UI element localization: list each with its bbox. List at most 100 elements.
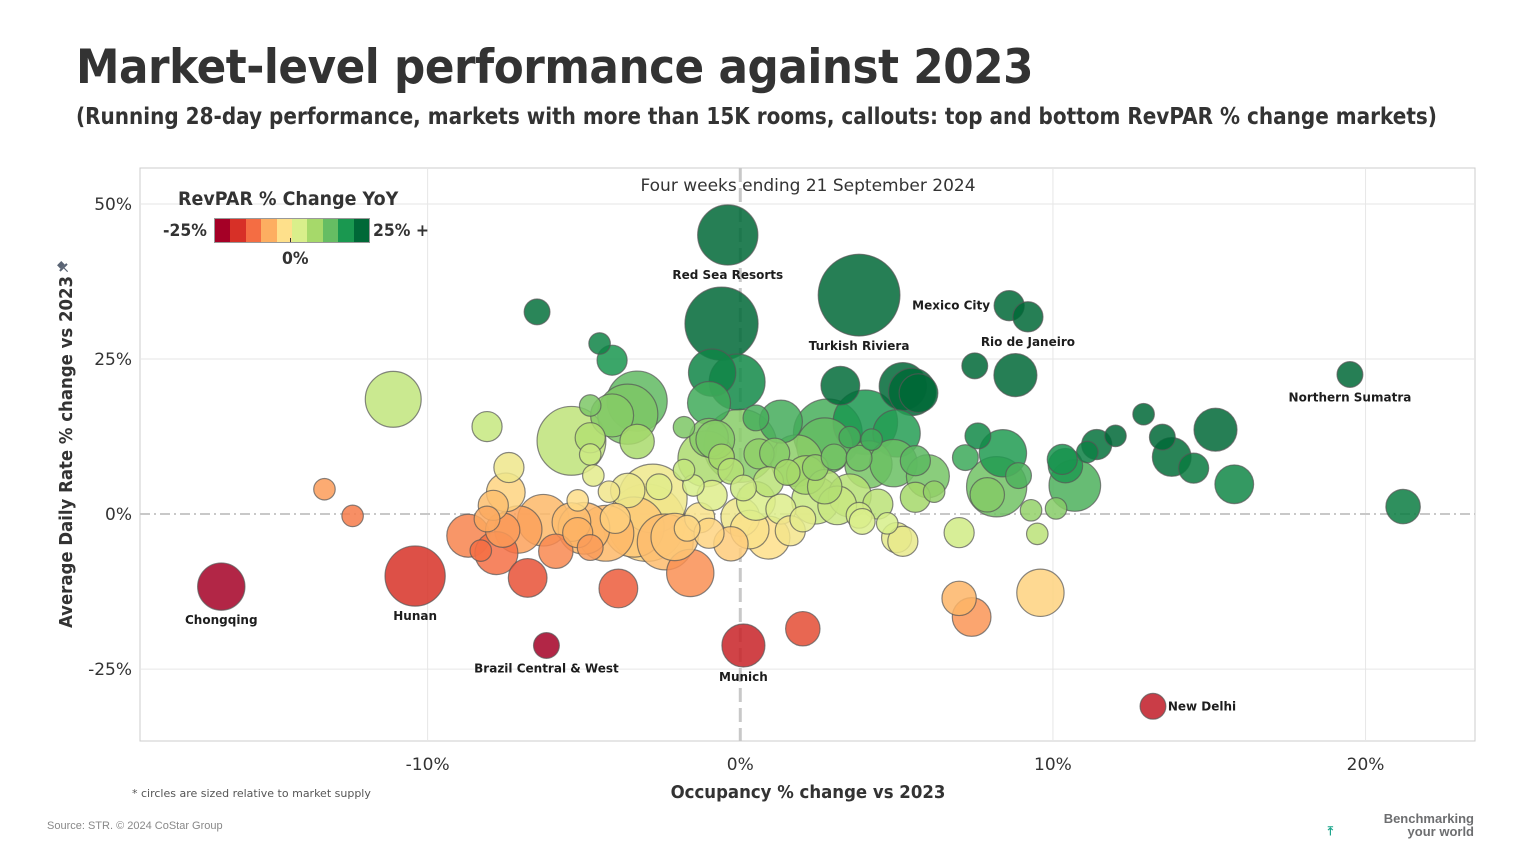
y-axis-ticks: 50% 25% 0% -25% xyxy=(88,195,132,680)
market-bubble[interactable] xyxy=(1214,464,1255,505)
market-bubble[interactable] xyxy=(1005,462,1033,490)
market-bubble-callout[interactable] xyxy=(1336,361,1364,389)
market-bubble-callout[interactable] xyxy=(721,623,766,668)
market-bubble[interactable] xyxy=(789,505,817,533)
grid-lines xyxy=(140,168,1475,741)
page-subtitle: (Running 28-day performance, markets wit… xyxy=(76,104,1437,130)
bubble-layer xyxy=(197,204,1421,720)
market-bubble[interactable] xyxy=(1177,452,1210,484)
market-bubble[interactable] xyxy=(1075,440,1099,464)
market-bubble[interactable] xyxy=(566,489,590,512)
market-bubble[interactable] xyxy=(619,423,655,460)
market-bubble-callout[interactable] xyxy=(384,545,446,607)
market-bubble[interactable] xyxy=(773,458,801,486)
market-bubble[interactable] xyxy=(922,480,946,504)
market-bubble[interactable] xyxy=(313,477,336,501)
market-bubble[interactable] xyxy=(742,404,770,432)
market-bubble-callout[interactable] xyxy=(817,253,901,337)
pin-icon[interactable] xyxy=(56,260,72,276)
legend-swatch xyxy=(230,219,246,242)
legend-mid-label: 0% xyxy=(282,249,309,269)
market-bubble-callout[interactable] xyxy=(1012,301,1044,333)
market-bubble[interactable] xyxy=(993,353,1038,398)
market-bubble[interactable] xyxy=(964,422,992,450)
legend-color-scale xyxy=(214,218,370,243)
market-bubble[interactable] xyxy=(473,505,501,533)
market-bubble[interactable] xyxy=(785,610,821,647)
market-bubble[interactable] xyxy=(898,373,939,414)
market-bubble[interactable] xyxy=(941,580,977,617)
legend-swatch xyxy=(276,219,293,242)
market-bubble[interactable] xyxy=(820,443,848,471)
market-bubble-callout[interactable] xyxy=(197,562,246,611)
market-bubble[interactable] xyxy=(599,502,631,535)
market-bubble-callout[interactable] xyxy=(1139,692,1167,720)
legend-title: RevPAR % Change YoY xyxy=(178,188,399,210)
market-bubble[interactable] xyxy=(1193,407,1238,452)
market-bubble[interactable] xyxy=(820,365,861,406)
legend-swatch xyxy=(322,219,339,242)
y-tick-label: -25% xyxy=(88,660,132,680)
market-bubble[interactable] xyxy=(684,286,759,361)
y-tick-label: 0% xyxy=(105,505,132,525)
brand-logo: Benchmarking ⤒ your world xyxy=(1328,811,1474,839)
market-bubble[interactable] xyxy=(1025,522,1049,546)
market-bubble[interactable] xyxy=(673,514,701,542)
market-bubble-callout[interactable] xyxy=(697,204,759,266)
callout-label: Hunan xyxy=(393,609,437,623)
callout-label: Turkish Riviera xyxy=(809,339,910,353)
market-bubble[interactable] xyxy=(860,428,883,451)
market-bubble[interactable] xyxy=(1044,497,1068,520)
market-bubble-callout[interactable] xyxy=(532,631,560,659)
market-bubble[interactable] xyxy=(597,480,621,504)
market-bubble[interactable] xyxy=(1385,488,1421,525)
market-bubble[interactable] xyxy=(1148,423,1176,451)
market-bubble[interactable] xyxy=(588,332,611,355)
brand-line-2: your world xyxy=(1407,824,1474,839)
market-bubble[interactable] xyxy=(469,539,493,562)
legend-swatch xyxy=(338,219,354,242)
market-bubble[interactable] xyxy=(1132,402,1155,426)
market-bubble[interactable] xyxy=(961,352,989,380)
callout-labels: Red Sea Resorts Turkish Riviera Mexico Cit… xyxy=(185,268,1411,713)
market-bubble[interactable] xyxy=(838,425,862,449)
market-bubble[interactable] xyxy=(581,464,605,487)
callout-label: Northern Sumatra xyxy=(1289,390,1412,404)
market-bubble[interactable] xyxy=(364,370,422,428)
market-bubble[interactable] xyxy=(943,516,975,549)
market-bubble[interactable] xyxy=(1046,443,1078,476)
market-bubble[interactable] xyxy=(523,298,551,326)
callout-label: Red Sea Resorts xyxy=(672,268,783,282)
legend-swatch xyxy=(261,219,277,242)
market-bubble[interactable] xyxy=(969,477,1006,513)
market-bubble[interactable] xyxy=(471,410,503,443)
market-bubble[interactable] xyxy=(729,474,757,502)
callout-label: Chongqing xyxy=(185,613,258,627)
market-bubble[interactable] xyxy=(493,451,525,484)
market-bubble[interactable] xyxy=(576,534,604,562)
market-bubble[interactable] xyxy=(598,568,639,609)
market-bubble[interactable] xyxy=(578,394,602,417)
market-bubble[interactable] xyxy=(507,557,548,598)
market-bubble[interactable] xyxy=(538,533,574,570)
brand-line-1: Benchmarking xyxy=(1383,811,1474,826)
callout-label: New Delhi xyxy=(1168,699,1236,713)
page-title: Market-level performance against 2023 xyxy=(76,40,1034,95)
market-bubble[interactable] xyxy=(1104,424,1127,448)
market-bubble[interactable] xyxy=(951,444,979,472)
market-bubble[interactable] xyxy=(899,445,932,477)
market-bubble[interactable] xyxy=(645,473,673,501)
market-bubble[interactable] xyxy=(1019,498,1043,522)
market-bubble[interactable] xyxy=(848,507,876,535)
market-bubble[interactable] xyxy=(672,458,696,482)
market-bubble[interactable] xyxy=(341,504,364,528)
market-bubble[interactable] xyxy=(845,444,873,472)
x-tick-label: -10% xyxy=(406,755,450,775)
market-bubble[interactable] xyxy=(875,511,899,535)
legend-zero-tick xyxy=(290,238,291,242)
market-bubble[interactable] xyxy=(672,415,696,439)
market-bubble[interactable] xyxy=(887,525,919,557)
market-bubble[interactable] xyxy=(1016,568,1065,618)
market-bubble[interactable] xyxy=(578,443,602,466)
